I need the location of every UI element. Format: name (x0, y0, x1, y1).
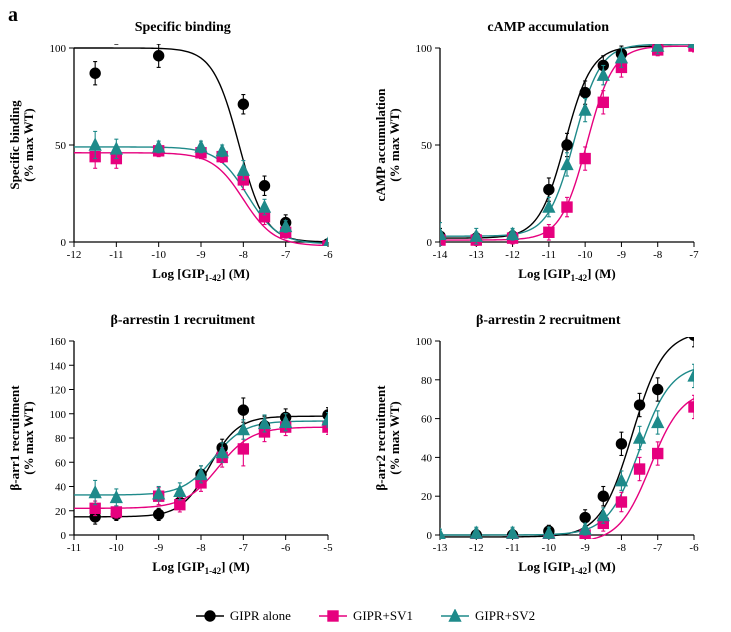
svg-text:-13: -13 (432, 542, 447, 554)
chart-title: cAMP accumulation (376, 20, 722, 36)
svg-text:-8: -8 (616, 542, 626, 554)
svg-text:-14: -14 (432, 249, 447, 261)
legend-item-gipr_sv1: GIPR+SV1 (319, 608, 413, 624)
svg-text:Log [GIP1-42] (M): Log [GIP1-42] (M) (152, 559, 249, 576)
svg-text:100: 100 (50, 409, 67, 421)
svg-text:0: 0 (426, 530, 432, 542)
svg-text:-12: -12 (468, 542, 483, 554)
legend-item-gipr_alone: GIPR alone (196, 608, 291, 624)
svg-text:20: 20 (55, 506, 67, 518)
chart-barr2: -13 -12 -11 -10 -9 -8 -7 -6 0 20 40 60 80 100 Log [GIP… (376, 331, 706, 581)
svg-text:-11: -11 (109, 249, 123, 261)
chart-camp: -14 -13 -12 -11 -10 -9 -8 -7 0 50 100 Log [GIP1-42]… (376, 38, 706, 288)
svg-text:-11: -11 (67, 542, 81, 554)
chart-barr1: -11 -10 -9 -8 -7 -6 -5 0 20 40 60 80 100 120 140 160 Log… (10, 331, 340, 581)
svg-text:80: 80 (421, 375, 433, 387)
svg-text:50: 50 (421, 140, 433, 152)
chart-title: β-arrestin 1 recruitment (10, 313, 356, 329)
svg-text:-11: -11 (505, 542, 519, 554)
chart-title: β-arrestin 2 recruitment (376, 313, 722, 329)
svg-text:-6: -6 (281, 542, 291, 554)
svg-text:60: 60 (55, 457, 67, 469)
svg-text:140: 140 (50, 360, 67, 372)
legend-label: GIPR+SV1 (353, 608, 413, 624)
svg-text:100: 100 (415, 43, 432, 55)
svg-text:-13: -13 (468, 249, 483, 261)
svg-text:Specific binding(% max WT): Specific binding(% max WT) (10, 100, 36, 190)
svg-text:0: 0 (61, 237, 67, 249)
chart-title: Specific binding (10, 20, 356, 36)
svg-text:β-arr1 recruitment(% max WT): β-arr1 recruitment(% max WT) (10, 385, 36, 491)
svg-text:Log [GIP1-42] (M): Log [GIP1-42] (M) (518, 559, 615, 576)
svg-text:-9: -9 (616, 249, 626, 261)
svg-text:-8: -8 (653, 249, 663, 261)
svg-text:-8: -8 (196, 542, 206, 554)
svg-text:-9: -9 (154, 542, 164, 554)
svg-text:-10: -10 (109, 542, 124, 554)
legend-label: GIPR alone (230, 608, 291, 624)
svg-text:Log [GIP1-42] (M): Log [GIP1-42] (M) (152, 266, 249, 283)
svg-text:cAMP accumulation(% max WT): cAMP accumulation(% max WT) (376, 88, 402, 202)
svg-text:60: 60 (421, 414, 433, 426)
svg-text:0: 0 (426, 237, 432, 249)
svg-text:β-arr2 recruitment(% max WT): β-arr2 recruitment(% max WT) (376, 385, 402, 491)
svg-text:-10: -10 (577, 249, 592, 261)
svg-text:40: 40 (421, 452, 433, 464)
svg-text:-6: -6 (323, 249, 333, 261)
svg-text:160: 160 (50, 336, 67, 348)
svg-text:-7: -7 (281, 249, 291, 261)
svg-text:-10: -10 (541, 542, 556, 554)
svg-text:-7: -7 (689, 249, 699, 261)
svg-text:-7: -7 (653, 542, 663, 554)
svg-text:50: 50 (55, 140, 67, 152)
chart-specific_binding: -12 -11 -10 -9 -8 -7 -6 0 50 100 Log [GIP1-42] (M)… (10, 38, 340, 288)
svg-text:20: 20 (421, 491, 433, 503)
legend-item-gipr_sv2: GIPR+SV2 (441, 608, 535, 624)
svg-text:-9: -9 (580, 542, 590, 554)
legend: GIPR alone GIPR+SV1 GIPR+SV2 (10, 606, 721, 624)
svg-text:120: 120 (50, 385, 67, 397)
svg-text:0: 0 (61, 530, 67, 542)
svg-text:-11: -11 (541, 249, 555, 261)
svg-text:-10: -10 (151, 249, 166, 261)
svg-text:-12: -12 (67, 249, 82, 261)
svg-text:-8: -8 (239, 249, 249, 261)
svg-text:-12: -12 (505, 249, 520, 261)
svg-text:Log [GIP1-42] (M): Log [GIP1-42] (M) (518, 266, 615, 283)
legend-label: GIPR+SV2 (475, 608, 535, 624)
svg-text:-9: -9 (196, 249, 206, 261)
svg-text:100: 100 (415, 336, 432, 348)
svg-text:80: 80 (55, 433, 67, 445)
svg-text:-5: -5 (323, 542, 333, 554)
svg-text:-7: -7 (239, 542, 249, 554)
svg-text:100: 100 (50, 43, 67, 55)
svg-text:40: 40 (55, 482, 67, 494)
svg-text:-6: -6 (689, 542, 699, 554)
